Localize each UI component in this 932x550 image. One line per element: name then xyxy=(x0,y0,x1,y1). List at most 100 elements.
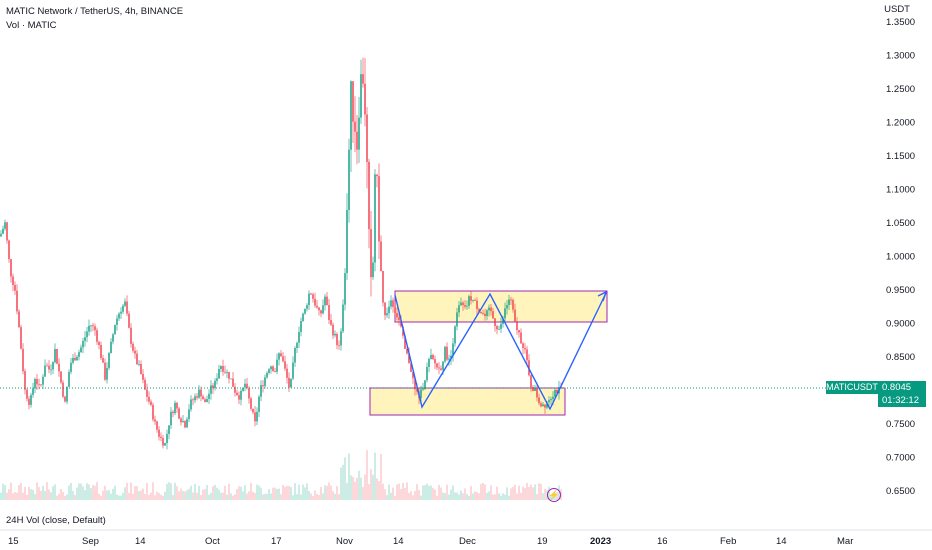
candle-body xyxy=(382,270,384,303)
volume-bar xyxy=(334,493,336,500)
volume-bar xyxy=(182,491,184,500)
volume-bar xyxy=(378,481,380,500)
candle-body xyxy=(256,411,258,422)
volume-bar xyxy=(560,489,562,500)
candle-body xyxy=(68,371,70,387)
candle-body xyxy=(202,396,204,400)
volume-bar xyxy=(408,492,410,500)
candle-body xyxy=(130,327,132,344)
last-price: 0.8045 xyxy=(882,382,912,393)
volume-bar xyxy=(346,482,348,500)
candle-body xyxy=(318,307,320,311)
volume-bar xyxy=(46,482,48,500)
candle-body xyxy=(336,333,338,346)
candles-over xyxy=(370,163,562,414)
volume-bar xyxy=(242,491,244,500)
candle-body xyxy=(168,425,170,434)
candle-body xyxy=(222,366,224,372)
volume-bar xyxy=(526,482,528,500)
candle-body xyxy=(458,305,460,313)
volume-bar xyxy=(318,495,320,500)
volume-bar xyxy=(108,490,110,500)
candle-body xyxy=(50,369,52,371)
candle-body xyxy=(72,357,74,363)
volume-bar xyxy=(322,493,324,500)
candle-body xyxy=(280,353,282,357)
candle-body xyxy=(158,429,160,437)
support-box[interactable] xyxy=(369,387,566,416)
y-tick-label: 0.9500 xyxy=(886,285,915,296)
volume-bar xyxy=(504,494,506,500)
candle-body xyxy=(44,365,46,377)
volume-bar xyxy=(110,493,112,500)
volume-bar xyxy=(360,477,362,500)
candle-body xyxy=(468,296,470,306)
volume-bar xyxy=(18,485,20,500)
volume-bar xyxy=(494,494,496,500)
candle-body xyxy=(332,324,334,336)
x-tick-label: 15 xyxy=(8,536,19,547)
candle-body xyxy=(78,352,80,357)
volume-bar xyxy=(210,492,212,500)
volume-bar xyxy=(372,474,374,500)
volume-bar xyxy=(488,491,490,500)
candle-body xyxy=(264,377,266,387)
candle-body xyxy=(62,382,64,397)
y-axis[interactable]: 1.3500 1.3000 1.2500 1.2000 1.1500 1.1000 1.05… xyxy=(886,17,915,497)
volume-bar xyxy=(178,491,180,500)
candle-body xyxy=(94,326,96,331)
x-axis[interactable]: 15 Sep 14 Oct 17 Nov 14 Dec 19 2023 16 Feb 14 Mar xyxy=(8,536,853,547)
volume-bar xyxy=(118,495,120,500)
volume-bar xyxy=(0,492,2,500)
candle-body xyxy=(232,378,234,387)
volume-bar xyxy=(64,495,66,500)
candle-body xyxy=(412,371,414,379)
volume-24h-label: 24H Vol (close, Default) xyxy=(6,515,106,526)
candle-body xyxy=(492,311,494,319)
candle-body xyxy=(22,348,24,372)
volume-bar xyxy=(54,484,56,500)
volume-bar xyxy=(40,490,42,500)
resistance-box[interactable] xyxy=(394,290,608,323)
volume-bar xyxy=(522,486,524,500)
volume-bar xyxy=(66,494,68,500)
candle-body xyxy=(510,299,512,301)
volume-bar xyxy=(158,492,160,500)
candle-body xyxy=(432,354,434,360)
candle-body xyxy=(440,368,442,370)
volume-bar xyxy=(506,487,508,500)
candle-body xyxy=(284,361,286,369)
volume-bars xyxy=(0,450,562,500)
candle-body xyxy=(32,388,34,395)
volume-bar xyxy=(286,485,288,500)
volume-bar xyxy=(28,486,30,500)
candle-body xyxy=(346,209,348,274)
candle-body xyxy=(434,359,436,364)
candle-body xyxy=(456,312,458,327)
pattern-line[interactable] xyxy=(394,292,607,411)
volume-bar xyxy=(344,457,346,500)
candle-body xyxy=(106,367,108,380)
volume-bar xyxy=(120,495,122,500)
volume-bar xyxy=(20,483,22,500)
volume-bar xyxy=(232,495,234,500)
volume-bar xyxy=(496,486,498,500)
bar-countdown: 01:32:12 xyxy=(882,395,919,406)
volume-bar xyxy=(146,483,148,500)
candle-body xyxy=(436,363,438,368)
candle-body xyxy=(250,398,252,409)
volume-bar xyxy=(270,493,272,500)
candle-body xyxy=(392,300,394,307)
candle-body xyxy=(424,380,426,389)
volume-bar xyxy=(234,494,236,500)
volume-bar xyxy=(236,489,238,500)
lightning-icon[interactable]: ⚡ xyxy=(547,488,561,502)
candle-body xyxy=(360,74,362,118)
volume-bar xyxy=(136,486,138,500)
volume-indicator-label[interactable]: Vol · MATIC xyxy=(6,20,57,31)
candle-body xyxy=(8,240,10,260)
volume-bar xyxy=(268,489,270,500)
candle-body xyxy=(42,376,44,385)
candle-body xyxy=(152,404,154,420)
